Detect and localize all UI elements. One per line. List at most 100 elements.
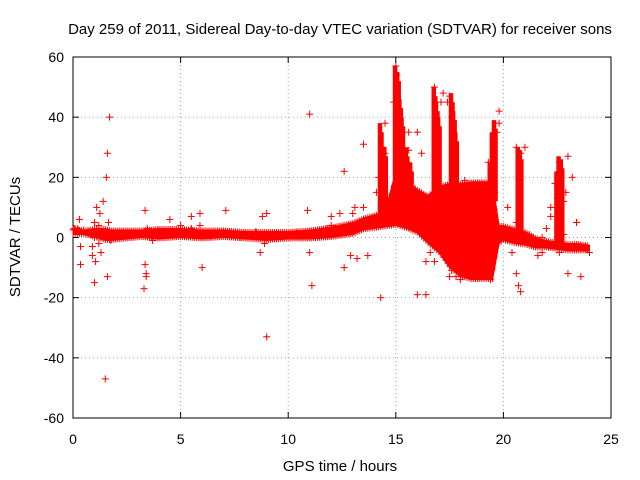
data-point (332, 224, 340, 232)
data-point (366, 215, 374, 223)
data-point (140, 285, 148, 293)
x-axis-label: GPS time / hours (283, 458, 397, 475)
data-point (215, 229, 223, 237)
y-tick-label: -20 (44, 290, 64, 306)
data-point (237, 234, 245, 241)
data-point (499, 224, 507, 232)
data-point (452, 273, 460, 281)
data-point (489, 167, 497, 175)
data-point (263, 333, 271, 341)
data-point (106, 227, 114, 235)
data-point (446, 273, 454, 281)
data-point (547, 203, 555, 211)
data-point (207, 232, 215, 240)
data-point (431, 258, 439, 266)
data-point (306, 110, 314, 118)
y-ticks: -60 -40 -20 0 20 40 60 (44, 49, 611, 426)
data-point (400, 158, 408, 166)
data-point (560, 230, 568, 238)
data-point (439, 89, 447, 97)
data-point (202, 230, 210, 238)
data-point (551, 179, 559, 187)
data-point (413, 291, 421, 299)
data-point (379, 143, 387, 151)
data-point (155, 226, 163, 234)
data-point (360, 140, 368, 148)
data-point (381, 119, 389, 127)
data-point (146, 229, 154, 237)
data-point (392, 62, 400, 70)
x-tick-label: 25 (603, 431, 619, 447)
data-point (106, 113, 114, 121)
data-point (159, 229, 167, 237)
data-point (308, 282, 316, 290)
data-point (97, 229, 105, 237)
data-point (198, 264, 206, 272)
data-point (433, 143, 441, 151)
x-tick-label: 10 (280, 431, 296, 447)
data-point (107, 237, 115, 245)
data-point (381, 149, 389, 157)
data-point (166, 227, 174, 235)
data-point (91, 234, 99, 241)
data-point (327, 212, 335, 220)
x-tick-label: 0 (69, 431, 77, 447)
data-point (97, 249, 105, 257)
data-point (426, 249, 434, 257)
data-point (351, 203, 359, 211)
data-point (185, 230, 193, 238)
data-point (323, 224, 331, 232)
data-point (461, 176, 469, 184)
data-point (187, 212, 195, 220)
data-point (512, 143, 520, 151)
data-point (143, 224, 151, 232)
data-point (166, 215, 174, 223)
data-point (469, 230, 477, 238)
data-point (224, 229, 232, 237)
data-point (538, 249, 546, 257)
data-point (547, 212, 555, 220)
data-point (93, 203, 101, 211)
data-point (508, 249, 516, 257)
data-point (422, 258, 430, 266)
y-tick-label: 40 (48, 109, 64, 125)
data-point (448, 267, 456, 275)
data-points (69, 62, 593, 383)
data-point (88, 243, 96, 251)
data-point (252, 227, 260, 235)
data-point (142, 270, 150, 278)
data-point (327, 221, 335, 229)
data-point (103, 273, 111, 281)
data-point (95, 240, 103, 248)
data-point (555, 158, 563, 166)
data-point (581, 243, 589, 251)
y-tick-label: 60 (48, 49, 64, 65)
data-point (95, 221, 103, 229)
data-point (437, 98, 445, 106)
data-point (393, 71, 401, 79)
x-tick-label: 15 (388, 431, 404, 447)
data-point (102, 173, 110, 181)
data-point (478, 179, 486, 187)
data-point (398, 146, 406, 154)
data-point (534, 252, 542, 260)
y-tick-label: -40 (44, 350, 64, 366)
data-point (375, 173, 383, 181)
data-point (405, 128, 413, 136)
data-point (306, 249, 314, 257)
data-point (220, 230, 228, 238)
data-point (73, 224, 81, 232)
data-point (347, 252, 355, 260)
data-point (289, 232, 297, 240)
chart-title: Day 259 of 2011, Sidereal Day-to-day VTE… (68, 21, 612, 38)
data-point (141, 206, 149, 214)
data-point (172, 230, 180, 238)
data-point (568, 173, 576, 181)
data-point (340, 264, 348, 272)
data-point (525, 230, 533, 238)
x-ticks: 0 5 10 15 20 25 (69, 57, 619, 447)
data-point (92, 258, 100, 266)
data-point (422, 291, 430, 299)
data-point (194, 230, 202, 238)
